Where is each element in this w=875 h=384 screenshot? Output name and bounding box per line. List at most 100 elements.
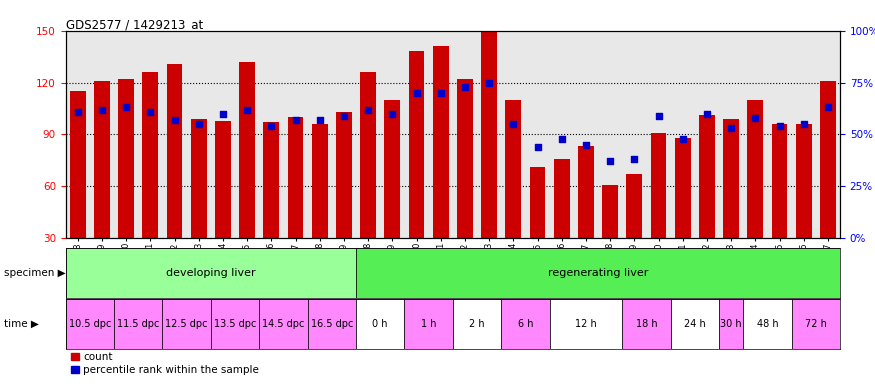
Bar (404, 299, 453, 349)
Point (216, 111, 230, 117)
Point (603, 158, 617, 164)
Point (337, 113, 351, 119)
Bar (263, 122, 279, 238)
Text: 72 h: 72 h (805, 319, 827, 329)
Legend: count, percentile rank within the sample: count, percentile rank within the sample (71, 352, 259, 375)
Text: 2 h: 2 h (469, 319, 485, 329)
Bar (796, 124, 812, 238)
Point (458, 84, 472, 90)
Bar (529, 167, 545, 238)
Bar (554, 159, 570, 238)
Bar (453, 299, 501, 349)
Point (530, 144, 544, 150)
Point (410, 90, 423, 96)
Bar (215, 121, 231, 238)
Bar (792, 299, 840, 349)
Bar (481, 33, 497, 238)
Bar (356, 248, 840, 298)
Point (144, 109, 158, 115)
Bar (772, 124, 788, 238)
Point (119, 104, 133, 111)
Point (507, 121, 521, 127)
Text: 10.5 dpc: 10.5 dpc (68, 319, 111, 329)
Bar (336, 112, 352, 238)
Text: 6 h: 6 h (518, 319, 533, 329)
Bar (166, 64, 182, 238)
Text: regenerating liver: regenerating liver (548, 268, 648, 278)
Bar (191, 119, 206, 238)
Text: 12 h: 12 h (575, 319, 597, 329)
Bar (550, 299, 622, 349)
Bar (70, 91, 86, 238)
Bar (114, 299, 163, 349)
Point (289, 117, 303, 123)
Bar (699, 115, 715, 238)
Point (652, 113, 666, 119)
Bar (384, 100, 400, 238)
Point (797, 121, 811, 127)
Text: 18 h: 18 h (635, 319, 657, 329)
Bar (670, 299, 719, 349)
Bar (743, 299, 792, 349)
Point (71, 109, 85, 115)
Bar (66, 299, 114, 349)
Bar (457, 79, 472, 238)
Text: specimen ▶: specimen ▶ (4, 268, 66, 278)
Point (192, 121, 206, 127)
Bar (163, 299, 211, 349)
Bar (312, 124, 327, 238)
Bar (433, 46, 449, 238)
Bar (409, 51, 424, 238)
Bar (506, 100, 522, 238)
Text: 24 h: 24 h (684, 319, 705, 329)
Text: 30 h: 30 h (720, 319, 742, 329)
Point (264, 123, 278, 129)
Text: 14.5 dpc: 14.5 dpc (262, 319, 304, 329)
Point (724, 125, 738, 131)
Bar (747, 100, 763, 238)
Point (240, 106, 254, 113)
Point (627, 156, 641, 162)
Bar (288, 117, 304, 238)
Bar (356, 299, 404, 349)
Bar (622, 299, 670, 349)
Text: 13.5 dpc: 13.5 dpc (214, 319, 256, 329)
Text: developing liver: developing liver (166, 268, 256, 278)
Point (94, 106, 108, 113)
Bar (719, 299, 743, 349)
Point (385, 111, 399, 117)
Point (555, 136, 569, 142)
Text: 11.5 dpc: 11.5 dpc (117, 319, 159, 329)
Bar (675, 138, 690, 238)
Point (700, 111, 714, 117)
Bar (651, 132, 667, 238)
Text: 0 h: 0 h (373, 319, 388, 329)
Text: 16.5 dpc: 16.5 dpc (311, 319, 353, 329)
Point (579, 142, 593, 148)
Bar (239, 62, 255, 238)
Bar (360, 72, 376, 238)
Point (676, 136, 690, 142)
Bar (820, 81, 836, 238)
Bar (259, 299, 308, 349)
Text: 48 h: 48 h (757, 319, 778, 329)
Bar (143, 72, 158, 238)
Point (748, 115, 762, 121)
Point (312, 117, 326, 123)
Bar (724, 119, 739, 238)
Bar (626, 174, 642, 238)
Bar (66, 248, 356, 298)
Bar (578, 146, 594, 238)
Bar (501, 299, 550, 349)
Bar (211, 299, 259, 349)
Point (821, 104, 835, 111)
Text: 1 h: 1 h (421, 319, 437, 329)
Point (773, 123, 787, 129)
Text: 12.5 dpc: 12.5 dpc (165, 319, 208, 329)
Point (167, 117, 181, 123)
Bar (94, 81, 109, 238)
Point (361, 106, 375, 113)
Point (434, 90, 448, 96)
Bar (602, 185, 618, 238)
Bar (118, 79, 134, 238)
